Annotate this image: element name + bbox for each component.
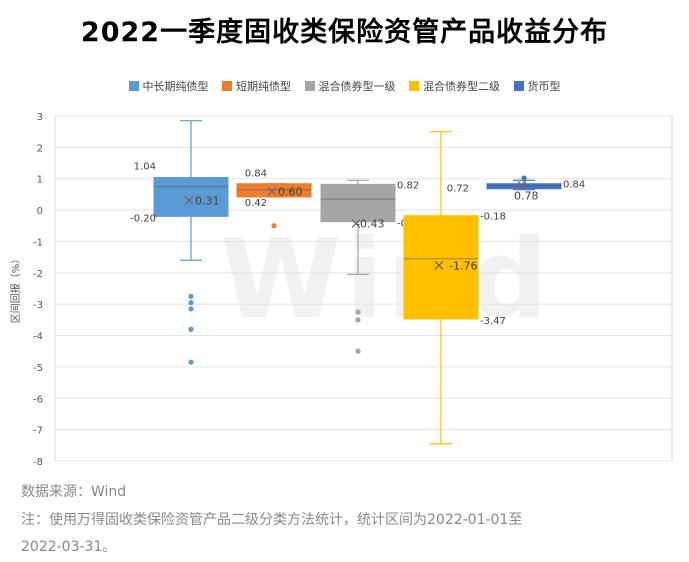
legend-label: 中长期纯债型	[142, 80, 209, 93]
outlier-point	[188, 306, 194, 312]
data-label-q3: 1.04	[134, 161, 156, 172]
legend-swatch	[222, 81, 232, 91]
outlier-point	[188, 326, 194, 332]
y-tick-label: -5	[33, 363, 43, 374]
y-tick-label: -2	[33, 269, 43, 280]
outlier-point	[355, 317, 361, 323]
outlier-point	[188, 293, 194, 299]
mean-marker	[517, 181, 527, 191]
outlier-point	[188, 300, 194, 306]
legend-item[interactable]: 混合债券型二级	[409, 78, 500, 94]
legend-label: 货币型	[527, 80, 561, 93]
y-tick-label: 2	[37, 143, 43, 154]
method-note-continued: 2022-03-31。	[21, 539, 117, 555]
box-iqr	[153, 176, 229, 217]
method-note: 注：使用万得固收类保险资管产品二级分类方法统计，统计区间为2022-01-01至	[21, 512, 523, 528]
legend-item[interactable]: 混合债券型一级	[304, 78, 396, 94]
y-tick-label: -6	[33, 394, 43, 405]
y-tick-label: -1	[33, 237, 43, 248]
watermark-logo: Wind	[220, 215, 553, 343]
data-label-q1: 0.42	[245, 198, 267, 209]
outlier-point	[271, 223, 277, 229]
mean-marker	[351, 219, 361, 229]
data-source-note: 数据来源：Wind	[21, 484, 127, 500]
data-label-q3: 0.84	[563, 180, 585, 191]
legend-label: 混合债券型一级	[318, 80, 396, 93]
mean-marker	[434, 260, 444, 270]
data-label-q3: -0.18	[480, 212, 506, 223]
legend-label: 短期纯债型	[236, 80, 291, 93]
y-tick-label: 3	[37, 112, 43, 123]
box-iqr	[320, 183, 396, 223]
legend-swatch	[304, 81, 315, 91]
data-label-q3: 0.82	[397, 180, 419, 191]
mean-marker	[184, 195, 194, 205]
legend-item[interactable]: 中长期纯债型	[128, 78, 209, 94]
chart-legend: 中长期纯债型 短期纯债型 混合债券型一级 混合债券型二级 货币型	[0, 78, 689, 94]
y-axis-label: 区间回报（%）	[9, 254, 22, 324]
legend-label: 混合债券型二级	[423, 80, 500, 93]
outlier-point	[355, 348, 361, 354]
legend-swatch	[128, 81, 139, 91]
data-label-mean: 0.78	[514, 190, 539, 203]
chart-title: 2022一季度固收类保险资管产品收益分布	[80, 17, 609, 48]
data-label-q1: -0.20	[130, 213, 156, 224]
legend-item[interactable]: 短期纯债型	[222, 78, 291, 94]
legend-item[interactable]: 货币型	[513, 78, 561, 94]
outlier-point	[521, 175, 527, 181]
data-label-mean: 0.60	[278, 185, 303, 198]
y-tick-label: 1	[37, 175, 43, 186]
y-tick-label: -8	[33, 457, 43, 468]
y-tick-label: -3	[33, 300, 43, 311]
legend-swatch	[513, 81, 524, 91]
data-label-mean: 0.31	[195, 194, 220, 207]
data-label-q1: -3.47	[480, 316, 506, 327]
data-label-mean: -0.43	[356, 218, 384, 231]
outlier-point	[355, 309, 361, 315]
data-label-q3: 0.84	[245, 169, 267, 180]
y-tick-label: -4	[33, 332, 43, 343]
data-label-mean: -1.76	[449, 259, 477, 272]
box-iqr	[236, 183, 312, 198]
box-plot-chart: 3 2 1 0 -1 -2 -3 -4 -5 -6 -7 -8 区间回报（%） 1.04 -0.20 0.31…	[9, 112, 673, 468]
legend-swatch	[409, 81, 419, 91]
mean-marker	[267, 186, 277, 196]
y-tick-label: 0	[37, 206, 43, 217]
outlier-point	[188, 359, 194, 365]
data-label-q1: 0.72	[447, 184, 469, 195]
y-tick-label: -7	[33, 426, 43, 437]
